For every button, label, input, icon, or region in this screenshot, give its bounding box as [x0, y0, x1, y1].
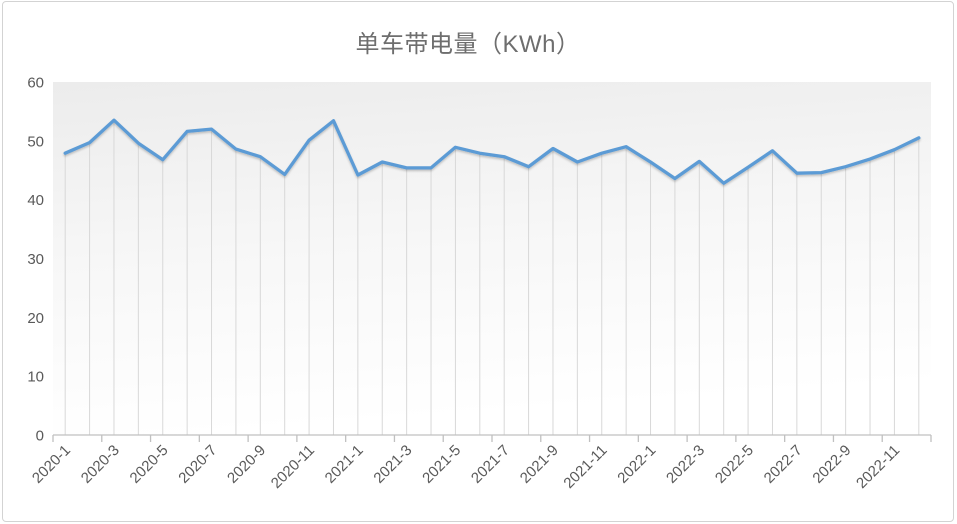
x-axis-tick-label: 2020-11 [268, 442, 318, 492]
x-axis-tick-label: 2020-9 [224, 442, 269, 487]
x-axis-tick-label: 2022-1 [614, 442, 659, 487]
y-axis-tick-label: 60 [27, 75, 44, 92]
y-axis-tick-label: 50 [27, 133, 44, 150]
x-axis-tick-label: 2021-3 [370, 442, 415, 487]
y-axis-tick-label: 20 [27, 310, 44, 327]
y-axis-tick-label: 10 [27, 369, 44, 386]
x-axis-tick-label: 2022-11 [853, 442, 903, 492]
x-axis-tick-label: 2021-1 [322, 442, 367, 487]
x-axis-tick-label: 2022-9 [809, 442, 854, 487]
x-axis-tick-label: 2021-5 [419, 442, 464, 487]
data-line [63, 118, 921, 185]
x-axis-tick-label: 2022-3 [663, 442, 708, 487]
x-axis-tick-label: 2022-7 [761, 442, 806, 487]
y-axis-tick-label: 40 [27, 192, 44, 209]
x-axis-tick-label: 2020-3 [78, 442, 123, 487]
y-axis-tick-label: 30 [27, 251, 44, 268]
y-axis-tick-label: 0 [36, 428, 44, 445]
x-axis-tick-label: 2022-5 [712, 442, 757, 487]
x-axis-tick-label: 2021-9 [517, 442, 562, 487]
x-axis-tick-label: 2021-11 [560, 442, 610, 492]
plot-area-background [53, 82, 931, 435]
x-axis-tick-label: 2020-7 [175, 442, 220, 487]
chart-title: 单车带电量（KWh） [355, 31, 581, 58]
x-axis-tick-label: 2020-5 [127, 442, 172, 487]
x-axis-tick-label: 2021-7 [468, 442, 513, 487]
x-axis-tick-label: 2020-1 [29, 442, 74, 487]
